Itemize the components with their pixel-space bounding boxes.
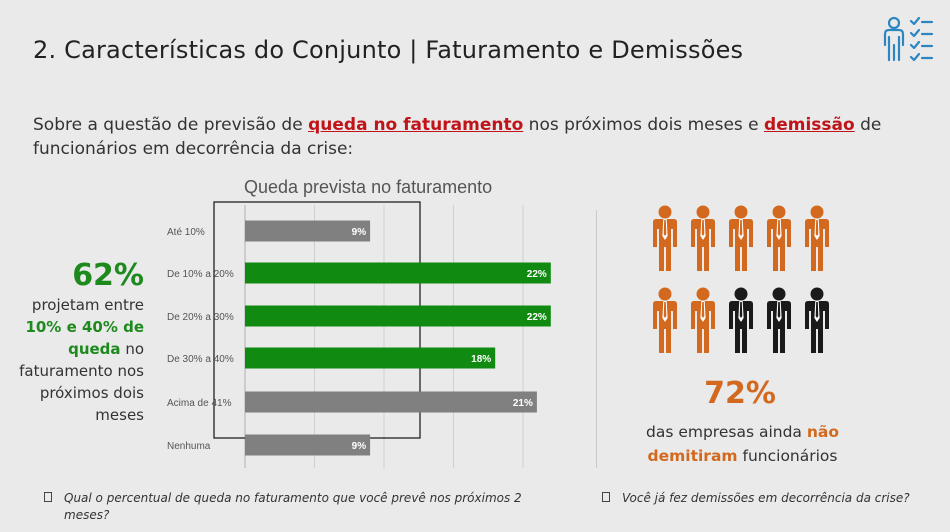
bar-data-label: 18% bbox=[471, 354, 491, 365]
intro-text: Sobre a questão de previsão de queda no … bbox=[33, 113, 893, 161]
footnote-left: Qual o percentual de queda no faturament… bbox=[44, 490, 564, 524]
bar-data-label: 22% bbox=[527, 269, 547, 280]
right-stat-orange: não demitiram bbox=[647, 423, 839, 465]
bar-data-label: 9% bbox=[352, 441, 367, 452]
chart-title: Queda prevista no faturamento bbox=[244, 177, 493, 197]
bar-chart: 9% Até 10% 22% De 10% a 20% 22% De 20% a 30% 1… bbox=[167, 201, 551, 468]
category-label: Até 10% bbox=[167, 227, 205, 238]
people-pictogram bbox=[653, 205, 829, 353]
square-bullet-icon bbox=[602, 492, 610, 502]
person-icon bbox=[653, 205, 677, 271]
bar-data-label: 22% bbox=[527, 312, 547, 323]
intro-highlight-faturamento: queda no faturamento bbox=[308, 115, 524, 135]
person-icon bbox=[653, 287, 677, 353]
left-stat: 62% projetam entre 10% e 40% de queda no… bbox=[10, 258, 144, 426]
right-stat-percent: 72% bbox=[704, 376, 776, 411]
left-stat-text: projetam entre 10% e 40% de queda no fat… bbox=[10, 294, 144, 426]
category-label: De 30% a 40% bbox=[167, 354, 234, 365]
category-label: Acima de 41% bbox=[167, 398, 232, 409]
left-stat-text1: projetam entre bbox=[31, 296, 144, 314]
category-label: Nenhuma bbox=[167, 441, 211, 452]
intro-part3: de funcionários em decorrência da crise: bbox=[33, 115, 882, 159]
bar bbox=[245, 434, 371, 456]
left-stat-text2: no faturamento nos próximos dois meses bbox=[19, 340, 144, 424]
person-icon bbox=[691, 205, 715, 271]
person-icon bbox=[729, 287, 753, 353]
intro-part1: Sobre a questão de previsão de bbox=[33, 115, 309, 135]
person-icon bbox=[729, 205, 753, 271]
category-label: De 20% a 30% bbox=[167, 312, 234, 323]
footnote-right: Você já fez demissões em decorrência da … bbox=[602, 490, 932, 507]
square-bullet-icon bbox=[44, 492, 52, 502]
bar bbox=[245, 347, 496, 369]
bar bbox=[245, 305, 551, 327]
footnote-left-text: Qual o percentual de queda no faturament… bbox=[64, 491, 522, 522]
person-icon bbox=[767, 205, 791, 271]
person-icon bbox=[805, 205, 829, 271]
footnote-right-text: Você já fez demissões em decorrência da … bbox=[622, 491, 910, 505]
bar bbox=[245, 220, 371, 242]
bar bbox=[245, 391, 537, 413]
bar-data-label: 21% bbox=[513, 398, 533, 409]
right-stat-text: das empresas ainda não demitiram funcion… bbox=[630, 420, 855, 468]
page-title: 2. Características do Conjunto | Faturam… bbox=[33, 36, 744, 64]
checklist-person-icon bbox=[883, 16, 934, 62]
intro-highlight-demissao: demissão bbox=[764, 115, 855, 135]
person-icon bbox=[767, 287, 791, 353]
person-icon bbox=[805, 287, 829, 353]
left-stat-green: 10% e 40% de queda bbox=[25, 318, 144, 358]
person-icon bbox=[691, 287, 715, 353]
bar bbox=[245, 262, 551, 284]
left-stat-percent: 62% bbox=[72, 258, 144, 293]
section-divider bbox=[596, 210, 597, 468]
category-label: De 10% a 20% bbox=[167, 269, 234, 280]
bar-data-label: 9% bbox=[352, 227, 367, 238]
intro-part2: nos próximos dois meses e bbox=[523, 115, 765, 135]
right-stat-text2: funcionários bbox=[737, 447, 838, 465]
right-stat-text1: das empresas ainda bbox=[645, 423, 807, 441]
